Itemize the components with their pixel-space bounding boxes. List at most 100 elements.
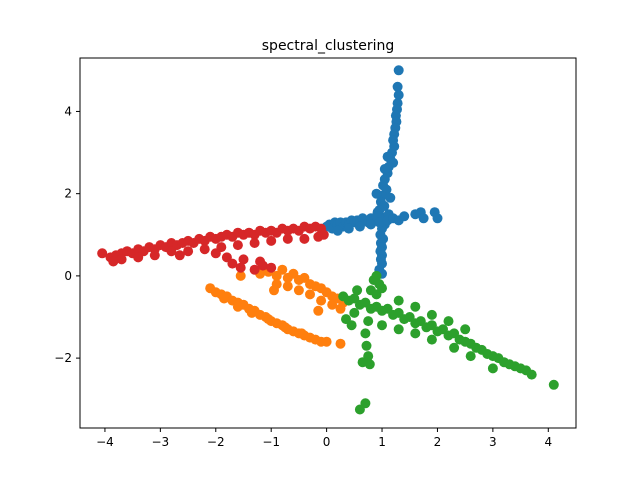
data-point: [460, 324, 471, 335]
data-point: [335, 303, 346, 314]
data-point: [393, 324, 404, 335]
data-point: [410, 328, 421, 339]
data-point: [382, 151, 393, 162]
data-point: [526, 369, 537, 380]
data-point: [299, 233, 310, 244]
data-point: [343, 223, 354, 234]
data-point: [465, 351, 476, 362]
data-point: [379, 164, 390, 174]
data-point: [426, 309, 437, 320]
data-point: [166, 246, 177, 257]
data-point: [361, 340, 372, 351]
data-point: [210, 248, 221, 259]
series-1: [321, 65, 443, 279]
y-tick-label: 0: [64, 269, 72, 283]
plot-frame: [79, 57, 577, 429]
y-axis: −2 0 2 4: [54, 104, 80, 365]
x-axis: −4 −3 −2 −1 0 1 2 3 4: [96, 428, 552, 449]
data-point: [354, 221, 365, 232]
data-point: [277, 264, 288, 275]
data-point: [249, 238, 260, 248]
data-point: [321, 336, 332, 347]
data-point: [293, 285, 304, 296]
data-point: [235, 270, 246, 281]
data-point: [360, 328, 371, 339]
y-tick-label: −2: [54, 351, 72, 365]
data-point: [149, 250, 160, 261]
data-point: [227, 258, 238, 269]
data-point: [266, 235, 277, 246]
data-point: [263, 314, 274, 325]
data-point: [349, 307, 360, 318]
data-point: [363, 316, 374, 327]
y-tick-label: 2: [64, 187, 72, 201]
data-point: [327, 299, 338, 310]
data-point: [374, 217, 385, 228]
x-tick-label: 1: [378, 435, 386, 449]
data-point: [238, 254, 249, 265]
x-tick-label: 0: [323, 435, 331, 449]
data-point: [426, 334, 437, 345]
x-tick-label: −2: [207, 435, 225, 449]
series-3: [338, 270, 559, 415]
x-tick-label: −1: [262, 435, 280, 449]
data-point: [393, 65, 404, 76]
x-tick-label: 2: [434, 435, 442, 449]
data-point: [174, 250, 185, 261]
data-point: [235, 262, 246, 273]
data-point: [443, 316, 454, 327]
data-point: [371, 188, 382, 199]
data-point: [393, 90, 404, 100]
data-point: [97, 248, 108, 259]
data-point: [392, 81, 403, 92]
data-point: [354, 404, 365, 415]
data-point: [335, 338, 346, 349]
data-point: [449, 342, 460, 353]
data-point: [280, 322, 291, 333]
data-point: [282, 281, 293, 292]
data-point: [255, 256, 266, 267]
data-point: [219, 293, 230, 304]
data-point: [246, 307, 257, 318]
data-point: [357, 357, 368, 368]
data-point: [316, 295, 327, 306]
x-tick-label: 3: [489, 435, 497, 449]
data-point: [199, 244, 210, 255]
data-point: [183, 246, 194, 257]
data-point: [116, 254, 127, 265]
data-point: [269, 285, 279, 296]
series-4: [97, 221, 329, 275]
data-point: [266, 262, 277, 273]
data-point: [548, 379, 559, 390]
data-point: [133, 252, 144, 263]
series-2: [205, 264, 349, 349]
data-point: [410, 301, 421, 312]
x-tick-label: 4: [544, 435, 552, 449]
data-point: [249, 264, 260, 275]
data-point: [282, 233, 293, 244]
y-tick-label: 4: [64, 104, 72, 118]
data-point: [377, 320, 387, 331]
x-tick-label: −3: [152, 435, 170, 449]
data-point: [393, 295, 404, 306]
data-point: [346, 320, 357, 331]
data-point: [232, 240, 243, 251]
data-point: [305, 289, 315, 300]
data-point: [399, 211, 410, 222]
data-point: [385, 192, 396, 203]
data-point: [313, 231, 324, 242]
data-point: [432, 213, 443, 224]
points-layer: [97, 65, 559, 415]
data-point: [332, 225, 343, 236]
data-point: [108, 256, 119, 267]
chart-title: spectral_clustering: [262, 38, 394, 54]
data-point: [487, 363, 498, 374]
data-point: [352, 285, 363, 296]
data-point: [313, 305, 324, 316]
data-point: [371, 289, 382, 300]
data-point: [232, 301, 243, 312]
data-point: [296, 328, 307, 339]
data-point: [418, 213, 429, 224]
data-point: [365, 219, 376, 230]
